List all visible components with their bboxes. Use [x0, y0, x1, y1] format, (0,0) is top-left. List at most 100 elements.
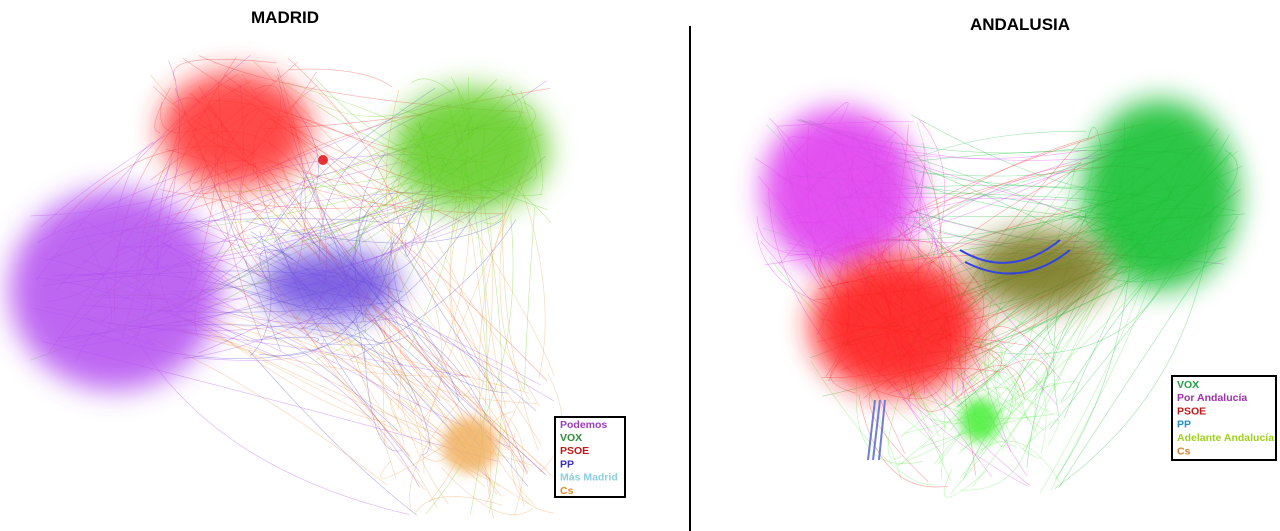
edge [760, 241, 1028, 487]
edge [992, 348, 1042, 459]
edge [972, 440, 1063, 487]
edge [952, 359, 1049, 401]
edge [388, 148, 449, 505]
edge [264, 163, 545, 474]
edge [193, 314, 386, 422]
edge [1030, 381, 1079, 405]
legend-label: PP [560, 458, 574, 470]
edge [414, 496, 503, 515]
andalusia-clusters [762, 100, 1238, 461]
edge [425, 215, 514, 515]
edge [897, 346, 1003, 467]
cluster [1082, 100, 1238, 290]
legend-label: Cs [1177, 445, 1191, 457]
edge [287, 58, 403, 244]
edge [319, 334, 409, 346]
edge [288, 124, 529, 469]
edge [184, 318, 420, 488]
edge [222, 177, 275, 213]
cluster [442, 417, 498, 473]
legend-label: VOX [1177, 379, 1199, 391]
edge [979, 326, 1055, 361]
edge [390, 243, 508, 394]
edge [903, 418, 951, 434]
edge [943, 386, 1013, 424]
legend-label: Adelante Andalucía [1177, 432, 1274, 444]
cluster [392, 88, 548, 212]
edge [886, 397, 932, 442]
edge [250, 231, 272, 357]
panel-title: ANDALUSIA [970, 15, 1070, 34]
cluster [960, 398, 1000, 442]
cluster [260, 250, 400, 320]
legend-label: PSOE [560, 445, 589, 457]
edge [346, 201, 432, 243]
edge [194, 219, 541, 386]
edge [373, 338, 538, 404]
edge [173, 59, 277, 81]
edge [372, 315, 430, 456]
legend-label: Cs [560, 485, 574, 497]
edge [428, 214, 493, 503]
edge [154, 88, 171, 133]
edge [920, 415, 1032, 450]
edge [349, 219, 517, 361]
edge [756, 232, 829, 306]
legend-label: Más Madrid [560, 472, 618, 484]
legend-label: PSOE [1177, 405, 1206, 417]
edge [502, 412, 525, 516]
edge [1022, 419, 1060, 450]
edge [172, 320, 433, 449]
edge [248, 349, 418, 516]
edge [954, 339, 1047, 453]
edge [968, 345, 1002, 394]
edge [293, 156, 366, 363]
node [318, 155, 328, 165]
edge [313, 198, 529, 473]
edge [810, 360, 936, 486]
edge [251, 336, 320, 343]
legend-label: VOX [560, 432, 582, 444]
edge [405, 200, 425, 257]
edge [192, 135, 555, 478]
edge [960, 377, 1037, 491]
legend-label: Podemos [560, 419, 607, 431]
edge [304, 169, 548, 382]
edge [511, 432, 554, 514]
edge [499, 169, 530, 401]
edge [400, 244, 495, 391]
edge [441, 467, 534, 516]
edge [320, 326, 405, 446]
edge [270, 87, 436, 236]
edge [392, 184, 443, 425]
edge [949, 351, 1051, 432]
edge [524, 206, 535, 390]
edge [385, 89, 449, 375]
edge [363, 344, 402, 452]
edge [242, 183, 548, 471]
edge [943, 468, 988, 498]
edge [270, 165, 444, 213]
edge [182, 339, 324, 361]
cluster [10, 190, 220, 390]
edge [1001, 383, 1055, 451]
edge [388, 192, 525, 507]
madrid-clusters [10, 72, 548, 473]
edge [194, 142, 426, 491]
edge [380, 439, 455, 479]
legend-box [554, 416, 626, 498]
legend-label: PP [1177, 419, 1191, 431]
cluster [160, 72, 310, 188]
edge [288, 68, 392, 88]
cluster [810, 255, 980, 395]
edge [868, 393, 929, 482]
edge-bundle [867, 399, 886, 461]
edge [318, 92, 511, 447]
edge [964, 353, 1001, 391]
edge [289, 118, 542, 446]
edge [393, 391, 529, 505]
panel-title: MADRID [251, 8, 319, 27]
